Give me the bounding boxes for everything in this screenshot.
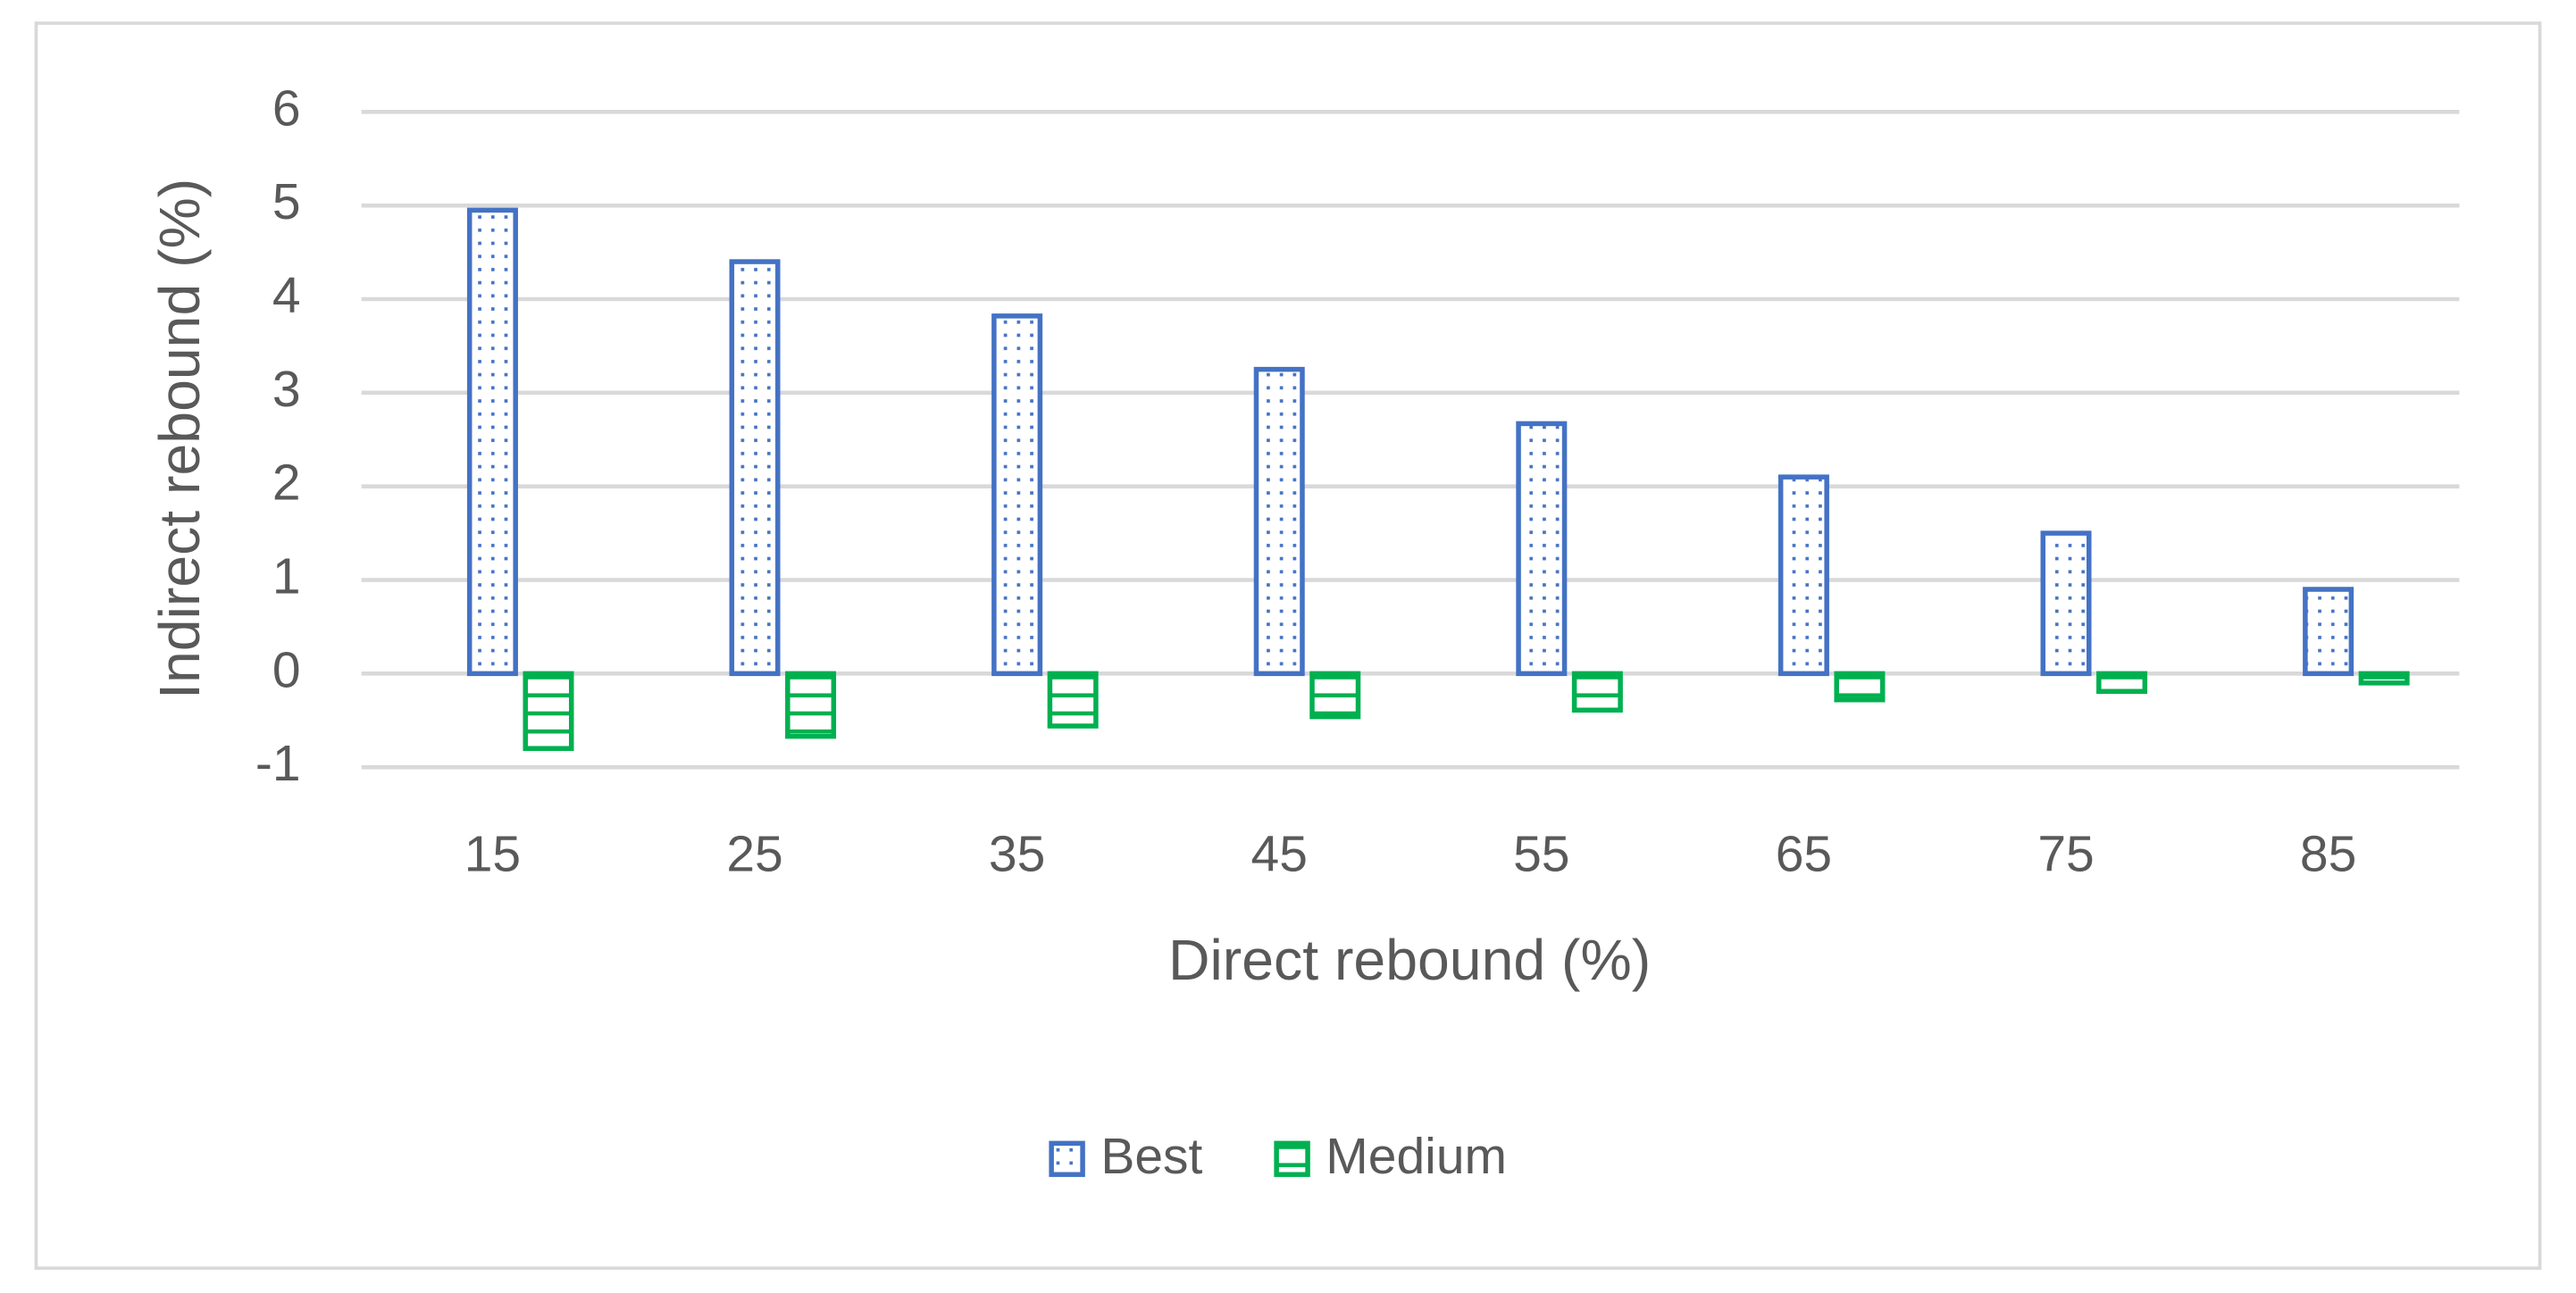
bar (1571, 671, 1623, 713)
x-axis-title: Direct rebound (%) (1168, 928, 1651, 992)
legend-label: Medium (1326, 1128, 1507, 1185)
bar (1834, 671, 1886, 703)
bar (1309, 671, 1361, 720)
bar (1516, 421, 1568, 677)
y-tick-label: 0 (272, 641, 301, 698)
bar (2096, 671, 2148, 695)
y-tick-label: 6 (272, 79, 301, 137)
bar (523, 671, 574, 751)
bar (785, 671, 837, 739)
x-tick-label: 45 (1251, 825, 1308, 882)
bar (466, 207, 518, 677)
legend-label: Best (1100, 1128, 1202, 1185)
x-tick-label: 85 (2300, 825, 2356, 882)
bar (2358, 671, 2410, 686)
x-tick-label: 25 (726, 825, 782, 882)
y-tick-label: 3 (272, 361, 301, 418)
y-axis-title: Indirect rebound (%) (147, 179, 212, 699)
y-tick-label: 5 (272, 173, 301, 230)
x-tick-label: 75 (2037, 825, 2094, 882)
y-tick-label: 2 (272, 455, 301, 512)
y-tick-label: 1 (272, 548, 301, 605)
x-tick-label: 15 (464, 825, 521, 882)
bar (729, 259, 781, 677)
bar (1777, 474, 1829, 677)
bar (2303, 587, 2354, 677)
bar (2040, 530, 2092, 677)
x-tick-label: 65 (1776, 825, 1832, 882)
x-tick-label: 55 (1513, 825, 1569, 882)
y-tick-label: -1 (255, 735, 301, 792)
legend-swatch (1274, 1140, 1310, 1178)
bar (991, 313, 1043, 677)
legend-swatch (1049, 1140, 1085, 1178)
x-tick-label: 35 (989, 825, 1045, 882)
bar (1047, 671, 1099, 729)
y-tick-label: 4 (272, 267, 301, 324)
bar (1253, 366, 1305, 677)
